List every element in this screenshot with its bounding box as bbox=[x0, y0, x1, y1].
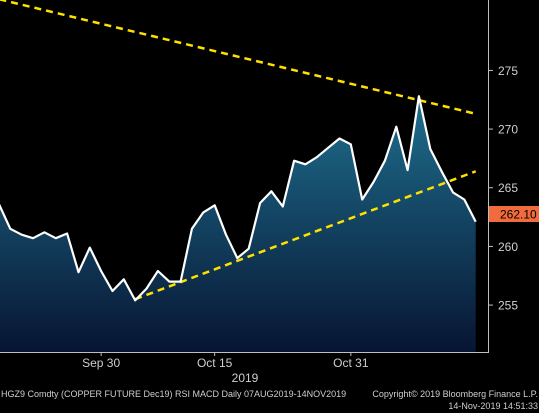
trendline-support bbox=[134, 170, 477, 301]
x-tick-label: Sep 30 bbox=[82, 356, 120, 370]
y-tick-label: 255 bbox=[498, 299, 518, 313]
footer-copyright: Copyright© 2019 Bloomberg Finance L.P. bbox=[372, 389, 538, 399]
x-tick-label: Oct 15 bbox=[197, 356, 233, 370]
y-tick-label: 270 bbox=[498, 123, 518, 137]
trendline-resistance bbox=[0, 0, 476, 116]
x-tick-label: Oct 31 bbox=[333, 356, 369, 370]
plot-area bbox=[0, 0, 477, 352]
y-tick-label: 260 bbox=[498, 240, 518, 254]
y-tick-label: 275 bbox=[498, 64, 518, 78]
last-price-tag-bg bbox=[489, 206, 539, 222]
footer-timestamp: 14-Nov-2019 14:51:33 bbox=[448, 401, 538, 411]
price-series-line bbox=[0, 95, 477, 302]
footer-security-description: HGZ9 Comdty (COPPER FUTURE Dec19) RSI MA… bbox=[1, 389, 346, 399]
last-price-label: 262.10 bbox=[500, 208, 537, 222]
x-axis-ticks: Sep 30 Oct 15 Oct 31 bbox=[82, 352, 369, 370]
x-axis-year-label: 2019 bbox=[232, 371, 259, 385]
y-tick-label: 265 bbox=[498, 181, 518, 195]
y-axis-ticks: 255 260 265 270 275 bbox=[488, 64, 518, 313]
price-area-fill bbox=[0, 96, 476, 352]
last-price-tag: 262.10 bbox=[489, 206, 539, 222]
trendlines bbox=[0, 0, 477, 301]
